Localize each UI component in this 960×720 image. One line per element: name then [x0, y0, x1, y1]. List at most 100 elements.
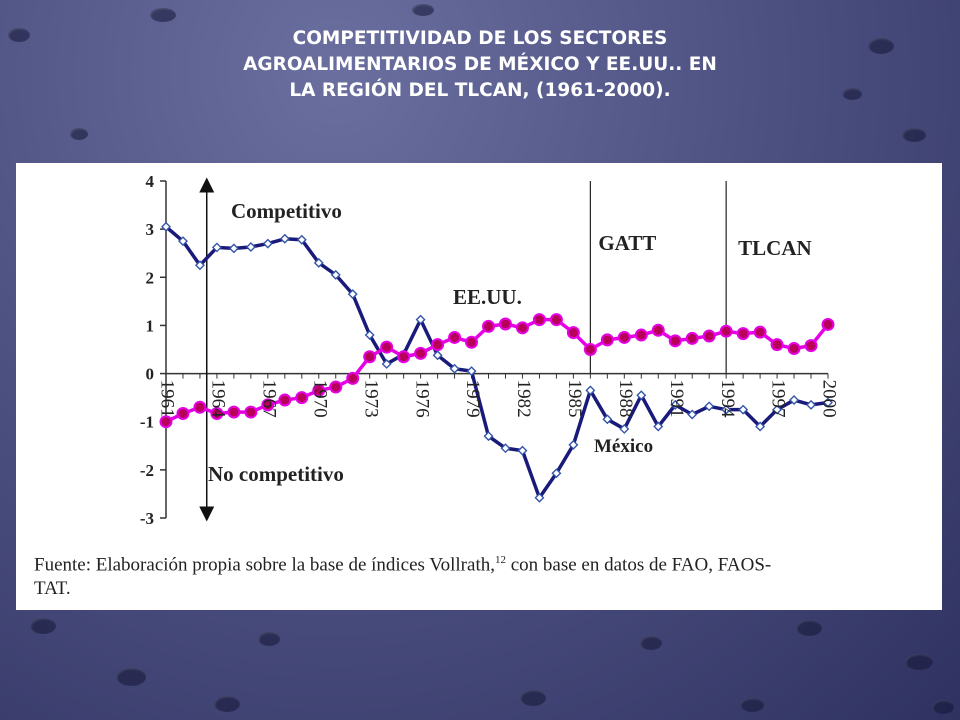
usa-data-point: [176, 407, 190, 421]
background-dot: [842, 88, 862, 100]
mexico-data-point: [636, 390, 647, 401]
usa-data-point: [193, 400, 207, 414]
usa-data-point: [821, 317, 835, 331]
mexico-data-point: [687, 409, 698, 420]
usa-data-point: [414, 346, 428, 360]
background-dot: [868, 38, 894, 54]
slide-title: COMPETITIVIDAD DE LOS SECTORES AGROALIME…: [150, 26, 810, 104]
mexico-data-point: [211, 242, 222, 253]
mexico-data-point: [772, 404, 783, 415]
usa-data-point: [498, 317, 512, 331]
usa-data-point: [634, 328, 648, 342]
usa-data-point: [668, 334, 682, 348]
mexico-data-point: [228, 243, 239, 254]
usa-data-point: [583, 343, 597, 356]
mexico-data-point: [551, 468, 562, 479]
slide-title-line: LA REGIÓN DEL TLCAN, (1961-2000).: [289, 80, 671, 101]
mexico-data-point: [483, 431, 494, 442]
x-tick-labels: 1961 1964 1967 1970 1973 1976 1979 1982 1985 1988…: [157, 380, 840, 419]
mexico-data-point: [432, 350, 443, 361]
x-tick-label: 1988: [615, 380, 636, 418]
footnote-ref: 12: [494, 554, 506, 566]
usa-data-point: [448, 330, 462, 344]
usa-data-point: [210, 407, 224, 421]
x-tick-label: 1982: [513, 380, 534, 418]
background-dot: [640, 636, 662, 650]
y-tick-label: 1: [146, 316, 155, 335]
mexico-data-point: [381, 358, 392, 369]
mexico-data-point: [670, 399, 681, 410]
competitiveness-chart: 4 3 2 1 0 -1 -2 -3 Competitivo No competitivo GAT…: [140, 172, 840, 528]
x-tick-label: 1976: [411, 380, 432, 418]
usa-data-point: [719, 324, 733, 338]
mexico-series-line: [164, 225, 829, 500]
slide-title-line: COMPETITIVIDAD DE LOS SECTORES: [292, 28, 668, 49]
y-tick-label: 4: [146, 172, 155, 191]
mexico-data-point: [585, 385, 596, 396]
mexico-data-point: [279, 233, 290, 244]
usa-data-point: [651, 323, 665, 337]
usa-data-point: [787, 342, 801, 356]
y-tick-label: 3: [146, 220, 155, 239]
usa-data-point: [261, 398, 275, 412]
x-tick-label: 1985: [564, 380, 585, 418]
figure-panel: 4 3 2 1 0 -1 -2 -3 Competitivo No competitivo GAT…: [16, 163, 942, 610]
series-layer: [159, 221, 835, 503]
mexico-data-point: [704, 401, 715, 412]
annotation-layer: Competitivo No competitivo GATT TLCAN EE.UU.…: [199, 177, 812, 522]
source-note: Fuente: Elaboración propia sobre la base…: [34, 548, 934, 601]
usa-data-point: [312, 383, 326, 397]
background-dot: [905, 654, 933, 670]
x-tick-label: 2000: [819, 380, 840, 418]
mexico-data-point: [364, 330, 375, 341]
usa-data-point: [736, 327, 750, 341]
mexico-data-point: [806, 399, 817, 410]
mexico-data-point: [313, 257, 324, 268]
x-tick-label: 1973: [360, 380, 381, 418]
gatt-label: GATT: [598, 231, 656, 255]
usa-data-point: [329, 380, 343, 394]
background-dot: [70, 128, 88, 140]
mexico-data-point: [721, 404, 732, 415]
background-dot: [258, 632, 280, 646]
usa-data-point: [804, 339, 818, 353]
usa-data-point: [515, 321, 529, 335]
x-tick-label: 1967: [258, 380, 279, 418]
usa-data-point: [753, 325, 767, 339]
mexico-data-point: [568, 439, 579, 450]
usa-data-point: [397, 350, 411, 364]
usa-data-point: [702, 329, 716, 343]
background-dot: [150, 8, 176, 22]
tlcan-label: TLCAN: [738, 236, 812, 260]
no-competitivo-label: No competitivo: [208, 462, 344, 486]
usa-data-point: [532, 313, 546, 327]
background-dot: [30, 618, 56, 634]
usa-data-point: [549, 313, 563, 327]
mexico-series-label: México: [594, 436, 653, 457]
mexico-data-point: [415, 314, 426, 325]
usa-data-point: [227, 405, 241, 419]
background-dot: [214, 696, 240, 712]
usa-series-label: EE.UU.: [453, 285, 522, 309]
usa-data-point: [482, 319, 496, 333]
usa-data-point: [278, 393, 292, 407]
background-dot: [116, 668, 146, 686]
slide-title-line: AGROALIMENTARIOS DE MÉXICO Y EE.UU.. EN: [243, 54, 717, 75]
x-tick-label: 1970: [309, 380, 330, 418]
mexico-data-point: [653, 421, 664, 432]
mexico-data-point: [347, 289, 358, 300]
mexico-data-point: [517, 445, 528, 456]
mexico-data-point: [500, 443, 511, 454]
mexico-data-point: [619, 423, 630, 434]
x-tick-label: 1964: [208, 380, 229, 419]
usa-data-point: [431, 338, 445, 352]
mexico-data-point: [245, 241, 256, 252]
axes-layer: 4 3 2 1 0 -1 -2 -3: [140, 172, 829, 528]
source-text: Fuente: Elaboración propia sobre la base…: [34, 554, 495, 576]
mexico-data-point: [296, 234, 307, 245]
mexico-data-point: [177, 236, 188, 247]
usa-data-point: [600, 333, 614, 347]
y-tick-label: -3: [140, 509, 154, 528]
usa-data-point: [465, 335, 479, 349]
usa-data-point: [346, 371, 360, 385]
